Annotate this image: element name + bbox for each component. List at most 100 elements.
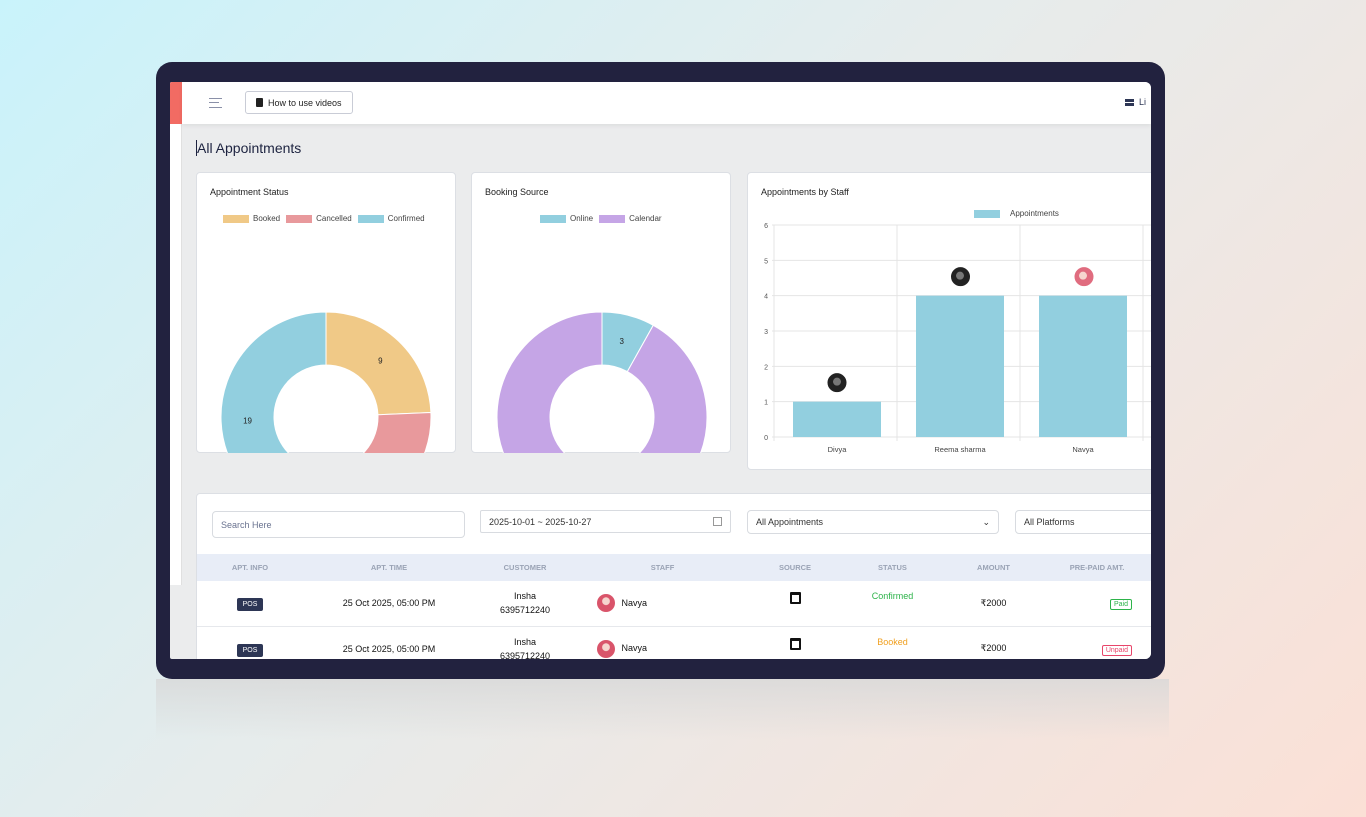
bar-reema-sharma[interactable] [916,295,1004,437]
x-tick-label: Reema sharma [934,445,986,454]
appointments-table-card: Search Here 2025-10-01 ~ 2025-10-27 All … [196,493,1151,659]
col-amount[interactable]: AMOUNT [945,554,1042,581]
staff-name: Navya [621,597,648,608]
staff-avatar [597,639,615,658]
appointments-select[interactable]: All Appointments ⌄ [747,510,999,534]
y-tick-label: 1 [764,400,768,407]
staff-avatar-face [1079,271,1087,280]
button-label: How to use videos [268,97,342,108]
apt-time: 25 Oct 2025, 05:00 PM [303,581,475,627]
status: Confirmed [840,581,945,627]
page-title: All Appointments [196,140,302,156]
legend-online[interactable]: Online [540,214,593,223]
prepaid: Paid [1042,581,1151,627]
appointment-status-card: Appointment Status Booked Cancelled Conf… [196,172,456,453]
list-label: Li [1139,97,1147,107]
amount: ₹2000 [945,626,1042,659]
staff-bar-chart: 0 1 2 3 4 5 6 Divya Reema sharma Navya [764,223,1151,454]
appointment-status-donut: 9919 [220,311,432,453]
top-bar: How to use videos Li [182,82,1151,124]
customer: Insha 6395712240 [475,626,575,659]
legend[interactable]: Appointments [974,209,1059,218]
legend: Booked Cancelled Confirmed [223,214,425,223]
apt-time: 25 Oct 2025, 05:00 PM [303,626,475,659]
col-prepaid[interactable]: PRE-PAID AMT. [1042,554,1151,581]
date-range-value: 2025-10-01 ~ 2025-10-27 [489,516,592,527]
slice-confirmed[interactable] [220,311,335,453]
customer-name: Insha [513,591,537,602]
calendar-icon [789,637,801,650]
table-row[interactable]: POS 25 Oct 2025, 05:00 PM Insha 639571224… [197,626,1151,659]
slice-calendar[interactable] [496,311,708,453]
how-to-use-videos-button[interactable]: How to use videos [245,91,353,114]
prepaid-badge: Unpaid [1101,644,1132,656]
col-apt-time[interactable]: APT. TIME [303,554,475,581]
select-value: All Appointments [756,517,824,527]
y-tick-label: 3 [764,329,768,336]
customer: Insha 6395712240 [475,581,575,627]
chart-title: Appointments by Staff [761,187,849,197]
y-tick-label: 4 [764,294,768,301]
staff: Navya [575,581,750,627]
date-range-input[interactable]: 2025-10-01 ~ 2025-10-27 [480,510,731,533]
source [750,626,840,659]
legend-calendar[interactable]: Calendar [599,214,662,223]
platforms-select[interactable]: All Platforms [1015,510,1151,534]
x-tick-label: Navya [1072,445,1094,454]
select-value: All Platforms [1024,517,1075,527]
y-tick-label: 2 [764,364,768,371]
sidebar [170,82,182,585]
y-tick-label: 6 [764,223,768,230]
prepaid-badge: Paid [1109,599,1132,611]
chevron-down-icon: ⌄ [982,516,990,527]
book-icon [256,98,263,107]
legend: Online Calendar [540,214,662,223]
device-reflection [156,679,1169,739]
slice-label: 9 [378,356,383,365]
menu-icon[interactable] [209,98,222,108]
customer-name: Insha [513,636,537,647]
calendar-icon [713,517,722,526]
bar-navya[interactable] [1039,295,1127,437]
col-source[interactable]: SOURCE [750,554,840,581]
customer-phone: 6395712240 [499,605,551,616]
brand-strip [170,82,182,124]
booking-source-donut: 334 [496,311,708,453]
search-input[interactable]: Search Here [212,511,465,538]
y-tick-label: 0 [764,435,768,442]
list-view-toggle[interactable]: Li [1125,97,1146,107]
staff: Navya [575,626,750,659]
col-customer[interactable]: CUSTOMER [475,554,575,581]
bar-divya[interactable] [793,401,881,437]
col-status[interactable]: STATUS [840,554,945,581]
col-apt-info[interactable]: APT. INFO [197,554,303,581]
legend-booked[interactable]: Booked [223,214,280,223]
staff-avatar [597,594,615,613]
table-row[interactable]: POS 25 Oct 2025, 05:00 PM Insha 639571224… [197,581,1151,627]
apt-info-badge: POS [236,598,264,612]
chart-title: Booking Source [485,187,549,197]
list-icon [1125,98,1134,106]
table-header: APT. INFO APT. TIME CUSTOMER STAFF SOURC… [197,554,1151,581]
appointments-by-staff-card: Appointments by Staff Appointments 0 1 2 3 4… [747,172,1151,470]
amount: ₹2000 [945,581,1042,627]
y-tick-label: 5 [764,258,768,265]
appointments-table: APT. INFO APT. TIME CUSTOMER STAFF SOURC… [197,554,1151,659]
legend-confirmed[interactable]: Confirmed [357,214,425,223]
prepaid: Unpaid [1042,626,1151,659]
slice-label: 19 [243,416,252,425]
staff-avatar-face [833,377,841,386]
col-staff[interactable]: STAFF [575,554,750,581]
staff-name: Navya [621,642,648,653]
apt-info-badge: POS [236,643,264,657]
slice-booked[interactable] [325,311,432,416]
customer-phone: 6395712240 [499,650,551,660]
source [750,581,840,627]
slice-cancelled[interactable] [330,412,432,453]
legend-cancelled[interactable]: Cancelled [286,214,352,223]
status: Booked [840,626,945,659]
slice-label: 3 [620,337,625,346]
app-screen: How to use videos Li All Appointments Ap… [170,82,1151,659]
staff-avatar-face [956,271,964,280]
booking-source-card: Booking Source Online Calendar 334 [471,172,731,453]
